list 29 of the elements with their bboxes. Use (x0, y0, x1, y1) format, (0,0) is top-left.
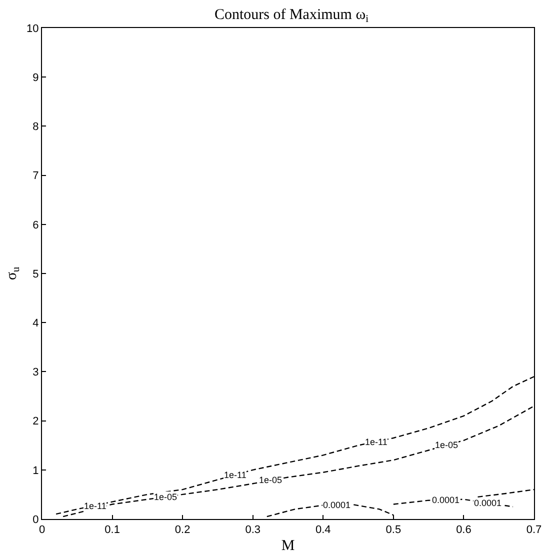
y-tick-label: 4 (32, 317, 39, 330)
x-axis-title: M (281, 538, 295, 554)
y-tick-label: 6 (32, 219, 39, 232)
chart-title: Contours of Maximum ω$_{i}$ (214, 6, 369, 26)
annotation: 1e-05 (259, 475, 282, 485)
y-tick-label: 1 (32, 464, 39, 477)
x-tick-label: 0.4 (315, 524, 331, 536)
x-tick-label: 0.2 (174, 524, 190, 536)
x-tick-label: 0.1 (104, 524, 120, 536)
y-tick-label: 3 (32, 366, 39, 379)
annotation: 1e-11 (365, 437, 388, 447)
annotation: 1e-05 (435, 440, 458, 450)
annotation: 0.0001 (474, 498, 502, 508)
annotation: 0.0001 (432, 495, 460, 505)
x-tick-label: 0.5 (386, 524, 402, 536)
y-tick-label: 2 (32, 416, 39, 428)
annotation: 1e-05 (154, 492, 178, 502)
y-tick-label: 10 (26, 22, 39, 35)
annotation: 1e-11 (84, 501, 106, 511)
y-tick-label: 5 (32, 268, 39, 280)
y-tick-label: 7 (32, 170, 39, 182)
annotation: 1e-11 (224, 470, 246, 480)
x-tick-label: 0.6 (456, 524, 472, 536)
y-tick-label: 8 (32, 121, 39, 134)
y-tick-label: 9 (32, 72, 39, 84)
x-tick-label: 0.7 (526, 524, 542, 536)
annotation: 0.0001 (323, 500, 351, 510)
y-tick-label: 0 (32, 514, 39, 526)
x-tick-label: 0.3 (245, 524, 261, 536)
